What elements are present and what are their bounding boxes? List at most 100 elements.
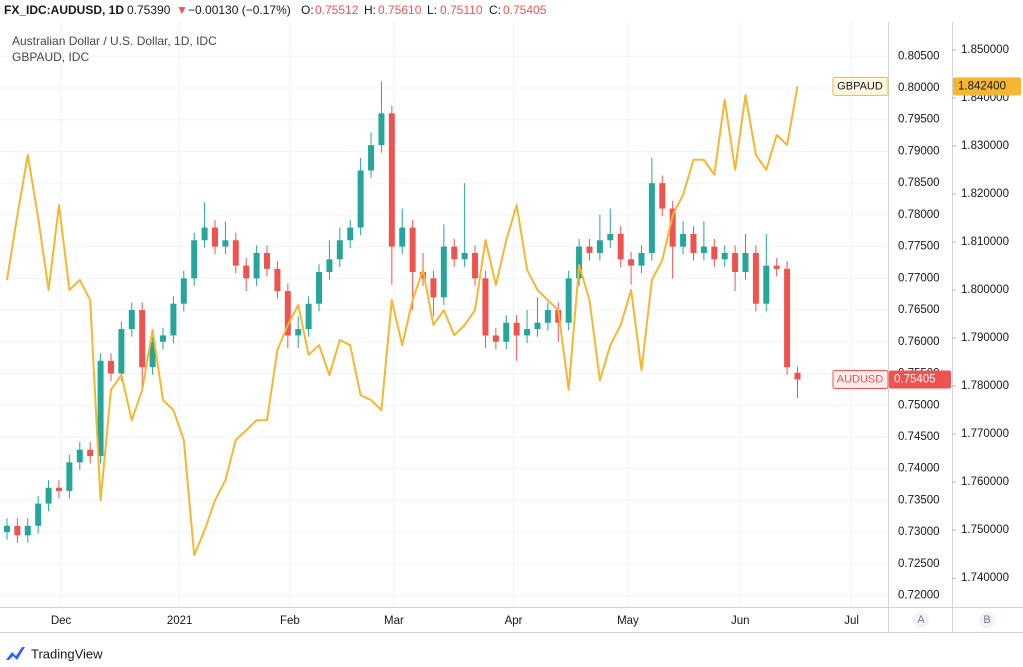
y2-tick-label: 1.750000 — [961, 524, 1009, 536]
candle-body — [472, 252, 479, 279]
y-tick-label: 0.74000 — [898, 463, 940, 475]
candle-body — [378, 113, 385, 146]
axis-button-label[interactable]: A — [917, 614, 925, 626]
candle-body — [128, 310, 135, 330]
candle-body — [284, 291, 291, 336]
candle-body — [87, 449, 94, 456]
candle-body — [742, 252, 749, 272]
legend-compare: GBPAUD, IDC — [12, 50, 89, 64]
y-tick-label: 0.80000 — [898, 82, 940, 94]
y2-tick-label: 1.850000 — [961, 44, 1009, 56]
x-tick-label: 2021 — [167, 615, 193, 627]
candle-body — [388, 113, 395, 247]
candle-body — [638, 252, 645, 266]
candle-body — [513, 322, 520, 336]
l-label: L: — [427, 3, 437, 17]
candle-body — [607, 233, 614, 241]
candle-body — [534, 322, 541, 330]
price-tag-value: 0.75405 — [894, 374, 936, 386]
candle-body — [107, 360, 114, 374]
candle-body — [295, 329, 302, 336]
y-tick-label: 0.76500 — [898, 304, 940, 316]
candle-body — [586, 246, 593, 253]
y-tick-label: 0.73000 — [898, 526, 940, 538]
logo — [6, 647, 25, 660]
axis-button[interactable] — [979, 612, 995, 628]
candle-body — [399, 227, 406, 247]
c-label: C: — [489, 3, 501, 17]
candle-body — [492, 335, 499, 342]
x-tick-label: Dec — [51, 615, 72, 627]
price-tag-value-box — [953, 77, 1021, 96]
candle-body — [66, 462, 73, 491]
h-label: H: — [364, 3, 376, 17]
price-tag — [832, 76, 889, 96]
y-tick-label: 0.77000 — [898, 272, 940, 284]
candle-body — [201, 227, 208, 241]
brand: TradingView — [31, 646, 103, 661]
y-tick-label: 0.72500 — [898, 558, 940, 570]
y2-tick-label: 1.810000 — [961, 236, 1009, 248]
candle-body — [451, 246, 458, 260]
y-tick-label: 0.76000 — [898, 336, 940, 348]
change-arrow: ▼ — [176, 3, 188, 17]
candle-body — [680, 233, 687, 247]
y-tick-label: 0.74500 — [898, 431, 940, 443]
high-value: 0.75610 — [378, 3, 422, 17]
candle-body — [347, 227, 354, 241]
candle-body — [773, 265, 780, 269]
candle-body — [316, 271, 323, 304]
candle-body — [565, 278, 572, 323]
marks — [3, 81, 801, 557]
x-tick-label: Jul — [844, 615, 859, 627]
y-tick-label: 0.73500 — [898, 494, 940, 506]
candle-body — [409, 227, 416, 272]
candle-body — [222, 240, 229, 247]
candle-body — [700, 246, 707, 253]
candle-body — [368, 145, 375, 171]
candle-body — [576, 246, 583, 279]
x-tick-label: Jun — [731, 615, 750, 627]
axes: 0.80500 0.80000 0.79500 0.79000 0.78500 0.780… — [51, 44, 1021, 627]
candle-body — [97, 360, 104, 456]
y-tick-label: 0.78000 — [898, 209, 940, 221]
y2-tick-label: 1.780000 — [961, 380, 1009, 392]
candle-body — [305, 303, 312, 330]
y-tick-label: 0.78500 — [898, 177, 940, 189]
candle-body — [524, 329, 531, 336]
candle-body — [461, 252, 468, 260]
header-bar — [0, 0, 1023, 22]
axis-button[interactable] — [913, 612, 929, 628]
candle-body — [118, 329, 125, 374]
candle-body — [440, 246, 447, 298]
last-price: 0.75390 — [127, 3, 171, 17]
candle-body — [794, 372, 801, 380]
candle-body — [170, 303, 177, 336]
candle-body — [711, 246, 718, 260]
line-series — [6, 86, 799, 557]
x-tick-label: Mar — [384, 615, 404, 627]
candle-body — [253, 252, 260, 279]
price-tag-value-box — [889, 370, 951, 389]
y-tick-label: 0.77500 — [898, 241, 940, 253]
open-value: 0.75512 — [315, 3, 359, 17]
x-tick-label: May — [617, 615, 639, 627]
candle-body — [14, 525, 21, 536]
candle-body — [232, 240, 239, 266]
candle-body — [721, 252, 728, 260]
y2-tick-label: 1.830000 — [961, 140, 1009, 152]
candle-body — [3, 525, 10, 533]
candle-body — [430, 278, 437, 298]
y2-tick-label: 1.820000 — [961, 188, 1009, 200]
candle-body — [274, 268, 281, 292]
axis-button-label[interactable]: B — [983, 614, 990, 626]
x-tick-label: Apr — [505, 615, 523, 627]
candle-body — [191, 240, 198, 279]
candle-body — [139, 310, 146, 368]
candle-body — [669, 208, 676, 247]
grid — [0, 22, 888, 607]
y2-tick-label: 1.800000 — [961, 284, 1009, 296]
candle-body — [149, 341, 156, 368]
y-tick-label: 0.79500 — [898, 114, 940, 126]
